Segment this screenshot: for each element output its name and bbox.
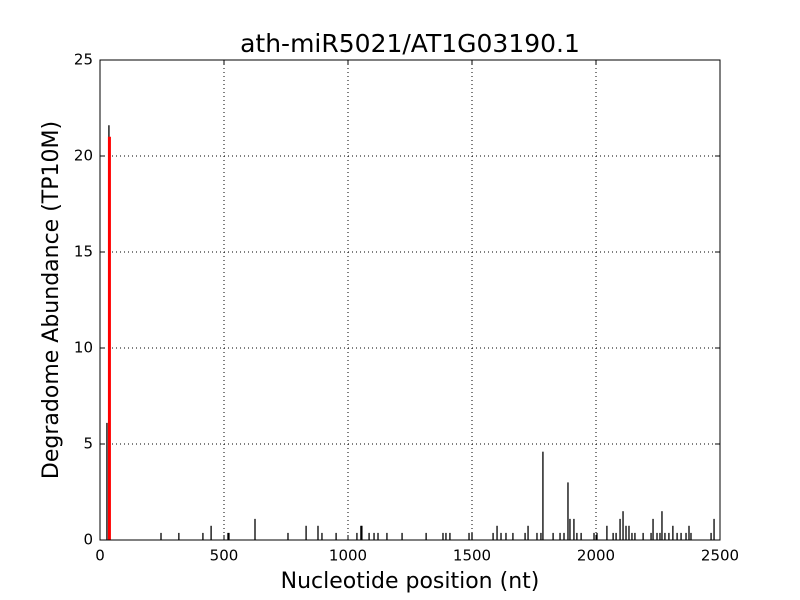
x-tick-label: 2500 <box>701 547 739 565</box>
chart-title: ath-miR5021/AT1G03190.1 <box>240 29 580 58</box>
y-tick-label: 25 <box>74 51 93 69</box>
plot-frame <box>99 59 721 541</box>
x-tick-label: 1500 <box>453 547 491 565</box>
y-tick-label: 20 <box>74 147 93 165</box>
x-tick-label: 500 <box>210 547 239 565</box>
x-tick-label: 1000 <box>329 547 367 565</box>
y-tick-label: 5 <box>83 435 93 453</box>
x-tick-label: 2000 <box>577 547 615 565</box>
y-tick-label: 10 <box>74 339 93 357</box>
y-tick-label: 15 <box>74 243 93 261</box>
x-axis-label: Nucleotide position (nt) <box>281 569 540 594</box>
y-axis-label: Degradome Abundance (TP10M) <box>39 121 64 479</box>
y-tick-label: 0 <box>83 531 93 549</box>
x-tick-label: 0 <box>95 547 105 565</box>
